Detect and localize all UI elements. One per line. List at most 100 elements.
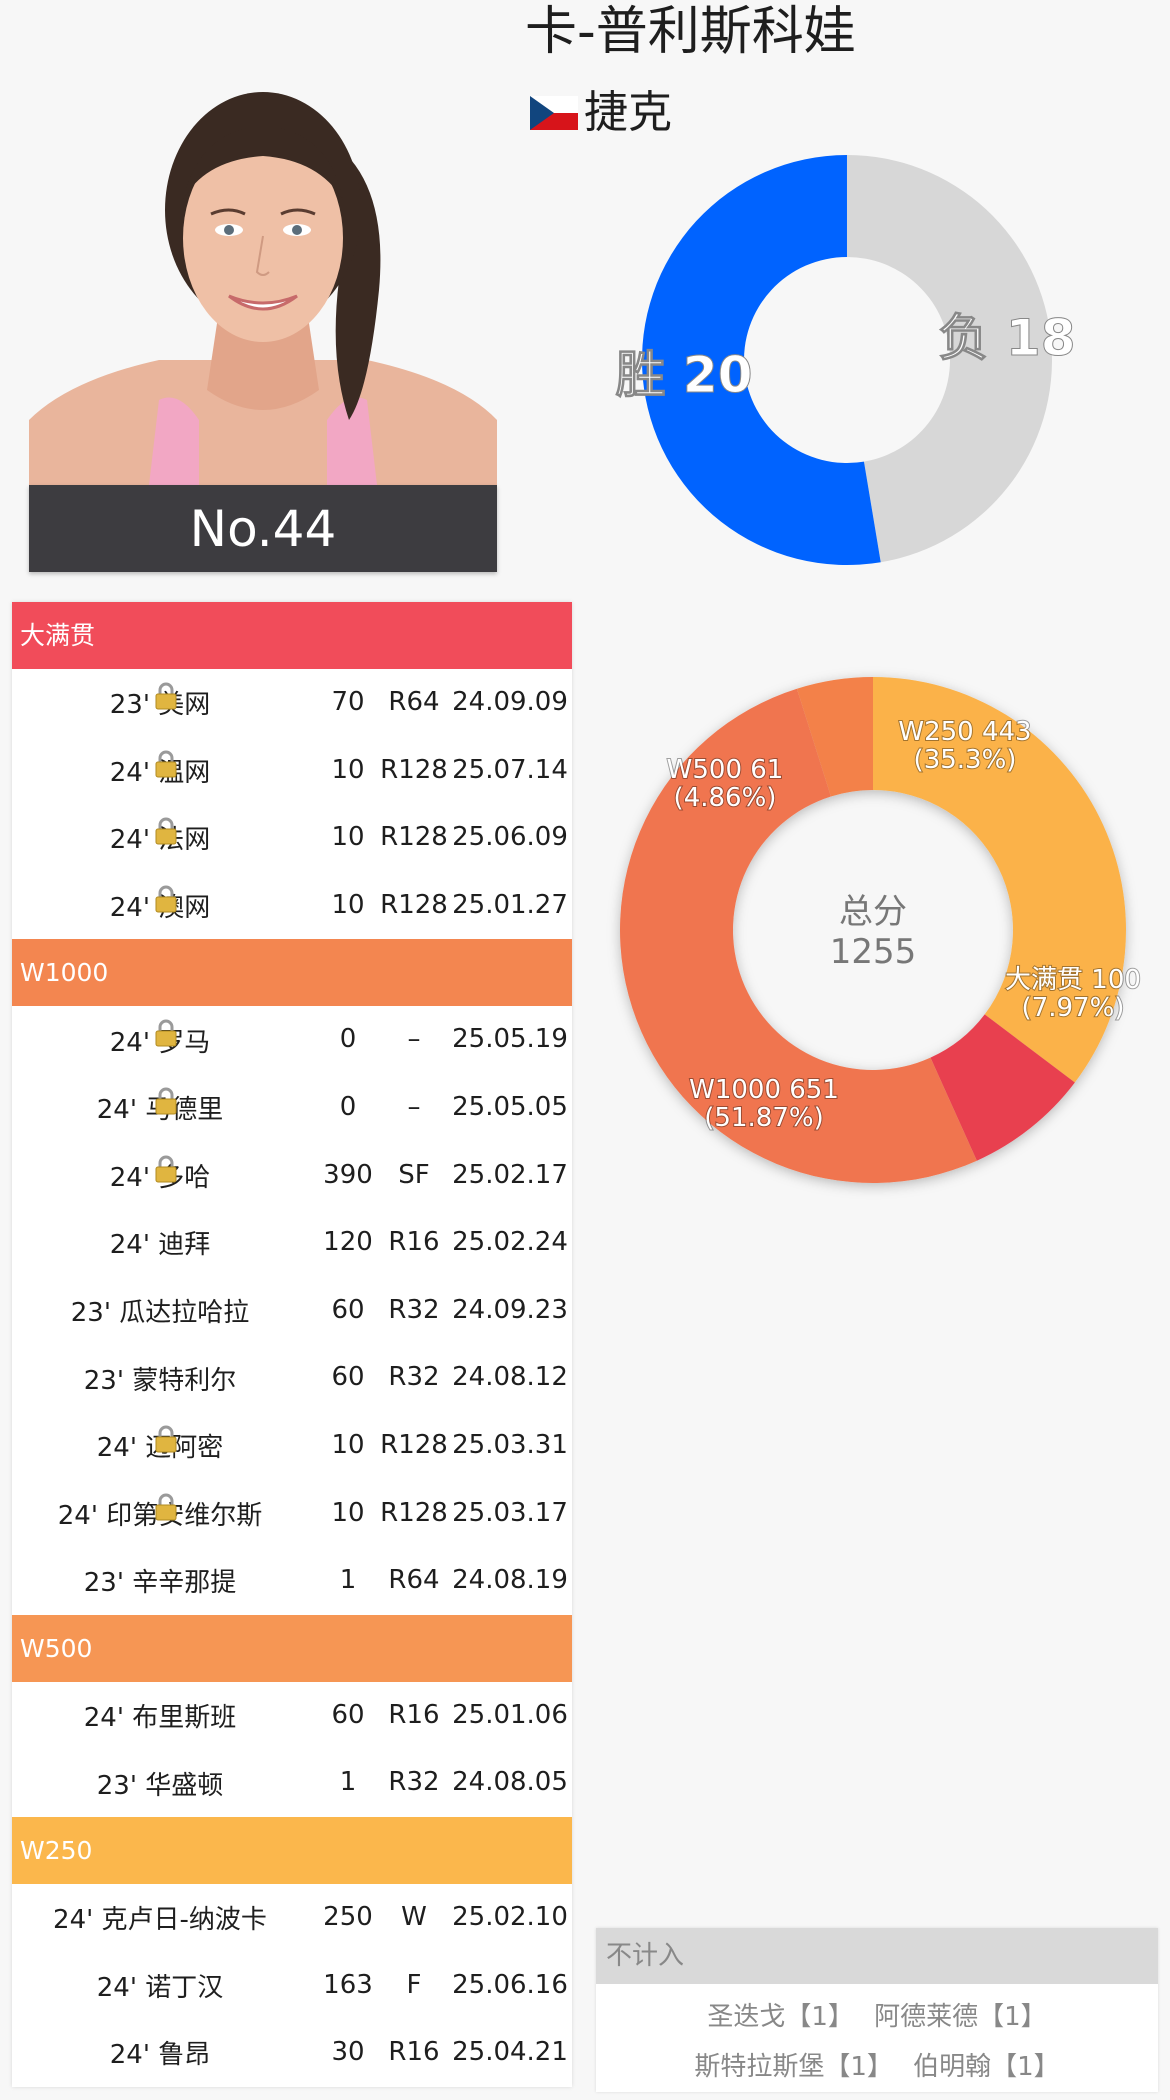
round: R128 (380, 1497, 448, 1528)
slice-percent: (7.97%) (1022, 993, 1125, 1023)
drop-date: 24.09.09 (452, 687, 568, 717)
slice-percent: (4.86%) (674, 783, 777, 813)
table-row[interactable]: 23' 蒙特利尔 60 R32 24.08.12 (12, 1344, 572, 1412)
table-row[interactable]: 24' 克卢日-纳波卡 250 W 25.02.10 (12, 1884, 572, 1952)
points: 30 (331, 2037, 365, 2068)
table-row[interactable]: 24' 澳网 10 R128 25.01.27 (12, 872, 572, 940)
drop-date: 25.02.17 (452, 1159, 568, 1190)
tournament-name: 23' 瓜达拉哈拉 (70, 1298, 250, 1329)
tournament-name: 24' 鲁昂 (109, 2040, 211, 2071)
tournament-points-table: 大满贯 23' 美网 70 R64 24.09.09 24' 温网 10 R128 25.07.… (12, 602, 572, 2087)
excluded-item: 圣迭戈【1】 (707, 2002, 854, 2032)
tournament-name: 24' 诺丁汉 (96, 1972, 224, 2003)
lock-icon (155, 804, 177, 845)
excluded-item: 斯特拉斯堡【1】 (694, 2052, 893, 2082)
drop-date: 25.02.10 (452, 1901, 568, 1932)
win-loss-chart: 胜 20 负 18 (615, 155, 1076, 565)
slice-label: W250 443 (898, 717, 1031, 747)
round: R32 (388, 1362, 440, 1393)
lock-icon (155, 1412, 177, 1453)
tournament-name: 23' 华盛顿 (96, 1770, 224, 1801)
round: F (406, 1969, 422, 2000)
drop-date: 24.09.23 (452, 1294, 568, 1325)
slice-W1000 (620, 688, 977, 1183)
player-photo (29, 60, 497, 485)
points: 250 (323, 1901, 373, 1932)
losses-label: 负 18 (939, 309, 1076, 367)
tournament-name: 23' 蒙特利尔 (83, 1365, 237, 1396)
tournament-name: 24' 克卢日-纳波卡 (53, 1905, 267, 1936)
wins-slice (642, 155, 881, 565)
table-row[interactable]: 24' 布里斯班 60 R16 25.01.06 (12, 1682, 572, 1750)
points: 0 (339, 1024, 357, 1055)
slice-label: W1000 651 (689, 1075, 839, 1105)
slice-label: W500 61 (667, 755, 784, 785)
excluded-item: 阿德莱德【1】 (874, 2002, 1047, 2032)
points: 70 (331, 687, 365, 717)
tournament-name: 24' 布里斯班 (83, 1703, 237, 1734)
table-row[interactable]: 24' 迪拜 120 R16 25.02.24 (12, 1209, 572, 1277)
section-header: 大满贯 (12, 602, 572, 669)
points: 10 (331, 1497, 365, 1528)
tournament-name: 24' 迪拜 (109, 1230, 211, 1261)
table-row[interactable]: 24' 鲁昂 30 R16 25.04.21 (12, 2019, 572, 2087)
table-row[interactable]: 24' 多哈 390 SF 25.02.17 (12, 1142, 572, 1210)
points: 10 (331, 822, 365, 853)
table-row[interactable]: 24' 马德里 0–25.05.05 (12, 1074, 572, 1142)
drop-date: 25.02.24 (452, 1227, 568, 1258)
slice-大满贯 (930, 1014, 1075, 1161)
points: 1 (339, 1565, 357, 1596)
points: 60 (331, 1699, 365, 1730)
lock-icon (155, 1480, 177, 1521)
slice-W250 (873, 677, 1126, 1083)
round: R64 (388, 1565, 440, 1596)
points: 390 (323, 1159, 373, 1190)
drop-date: 25.03.17 (452, 1497, 568, 1528)
round: R128 (380, 754, 448, 785)
excluded-panel: 不计入 圣迭戈【1】 阿德莱德【1】 斯特拉斯堡【1】 伯明翰【1】 (596, 1928, 1158, 2092)
excluded-list: 圣迭戈【1】 阿德莱德【1】 斯特拉斯堡【1】 伯明翰【1】 (596, 1984, 1158, 2100)
lock-icon (155, 1142, 177, 1183)
drop-date: 25.07.14 (452, 754, 568, 785)
country: 捷克 (530, 88, 672, 138)
table-row[interactable]: 23' 华盛顿 1 R32 24.08.05 (12, 1749, 572, 1817)
slice-W500 (796, 677, 873, 797)
points: 10 (331, 889, 365, 920)
drop-date: 25.05.19 (452, 1024, 568, 1055)
points-distribution-chart: W250 443(35.3%) 大满贯 100(7.97%) W1000 651(5… (620, 677, 1142, 1183)
table-row[interactable]: 24' 罗马 0–25.05.19 (12, 1006, 572, 1074)
table-row[interactable]: 24' 法网 10 R128 25.06.09 (12, 804, 572, 872)
points: 60 (331, 1294, 365, 1325)
table-row[interactable]: 24' 诺丁汉 163 F 25.06.16 (12, 1952, 572, 2020)
round: R16 (388, 2037, 440, 2068)
round: R16 (388, 1227, 440, 1258)
excluded-item: 伯明翰【1】 (913, 2052, 1060, 2082)
drop-date: 24.08.12 (452, 1362, 568, 1393)
table-row[interactable]: 24' 温网 10 R128 25.07.14 (12, 737, 572, 805)
table-row[interactable]: 24' 印第安维尔斯 10 R128 25.03.17 (12, 1480, 572, 1548)
points: 10 (331, 754, 365, 785)
losses-slice (847, 155, 1053, 563)
round: R32 (388, 1294, 440, 1325)
total-value: 1255 (830, 932, 917, 972)
slice-label: 大满贯 100 (1005, 965, 1141, 995)
country-name: 捷克 (584, 87, 672, 138)
table-row[interactable]: 23' 辛辛那提 1 R64 24.08.19 (12, 1547, 572, 1615)
points: 10 (331, 1429, 365, 1460)
section-header: W250 (12, 1816, 572, 1884)
table-row[interactable]: 23' 美网 70 R64 24.09.09 (12, 669, 572, 737)
rank-badge: No.44 (29, 485, 497, 572)
lock-icon (155, 737, 177, 778)
round: – (407, 1024, 421, 1055)
table-row[interactable]: 23' 瓜达拉哈拉 60 R32 24.09.23 (12, 1277, 572, 1345)
table-row[interactable]: 24' 迈阿密 10 R128 25.03.31 (12, 1412, 572, 1480)
excluded-title: 不计入 (596, 1928, 1158, 1984)
drop-date: 24.08.05 (452, 1767, 568, 1798)
round: W (401, 1901, 427, 1932)
drop-date: 25.01.27 (452, 889, 568, 920)
total-label: 总分 (839, 892, 907, 932)
lock-icon (155, 1074, 177, 1115)
points: 120 (323, 1227, 373, 1258)
round: R128 (380, 1429, 448, 1460)
lock-icon (155, 1006, 177, 1047)
